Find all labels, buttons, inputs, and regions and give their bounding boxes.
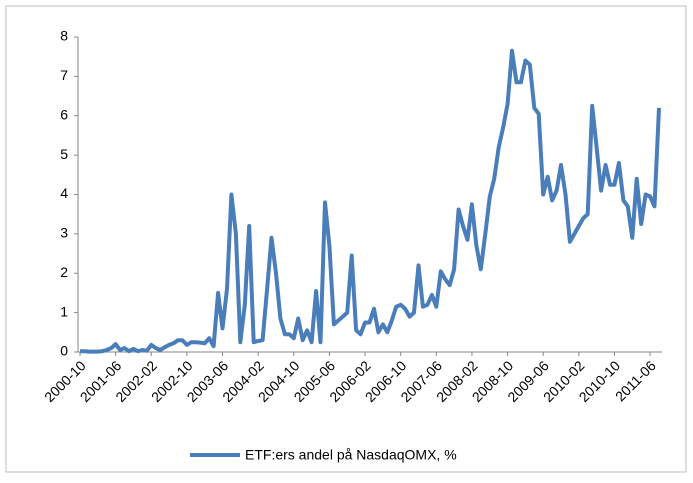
y-tick-label: 8 bbox=[60, 28, 68, 44]
y-tick-label: 0 bbox=[60, 343, 68, 359]
y-tick-label: 5 bbox=[60, 146, 68, 162]
y-tick-label: 1 bbox=[60, 303, 68, 319]
y-tick-label: 6 bbox=[60, 106, 68, 122]
y-tick-label: 4 bbox=[60, 185, 68, 201]
y-tick-label: 3 bbox=[60, 225, 68, 241]
series-line bbox=[80, 48, 661, 354]
y-tick-label: 7 bbox=[60, 67, 68, 83]
legend-label: ETF:ers andel på NasdaqOMX, % bbox=[245, 447, 457, 463]
y-tick-label: 2 bbox=[60, 264, 68, 280]
